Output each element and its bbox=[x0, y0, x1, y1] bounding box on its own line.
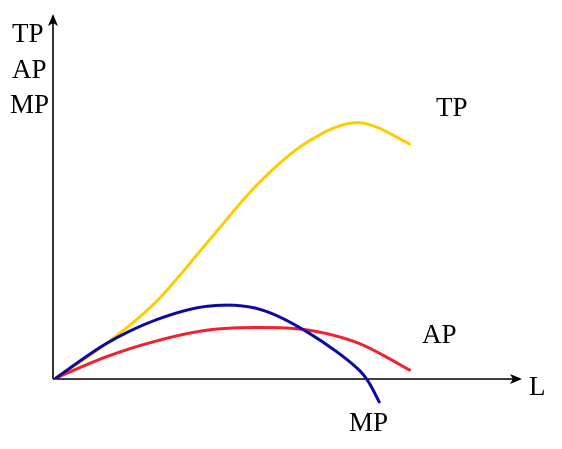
ap-curve bbox=[54, 326, 411, 380]
y-axis-label-tp: TP bbox=[12, 18, 44, 48]
ap-series-label: AP bbox=[422, 319, 457, 349]
mp-curve bbox=[54, 303, 381, 404]
y-axis-label-ap: AP bbox=[12, 54, 47, 84]
tp-series-label: TP bbox=[436, 92, 468, 122]
tp-curve bbox=[54, 121, 411, 380]
x-axis-label: L bbox=[529, 371, 546, 401]
curves-layer bbox=[54, 121, 411, 404]
mp-series-label: MP bbox=[349, 407, 388, 437]
y-axis-label-mp: MP bbox=[10, 89, 49, 119]
